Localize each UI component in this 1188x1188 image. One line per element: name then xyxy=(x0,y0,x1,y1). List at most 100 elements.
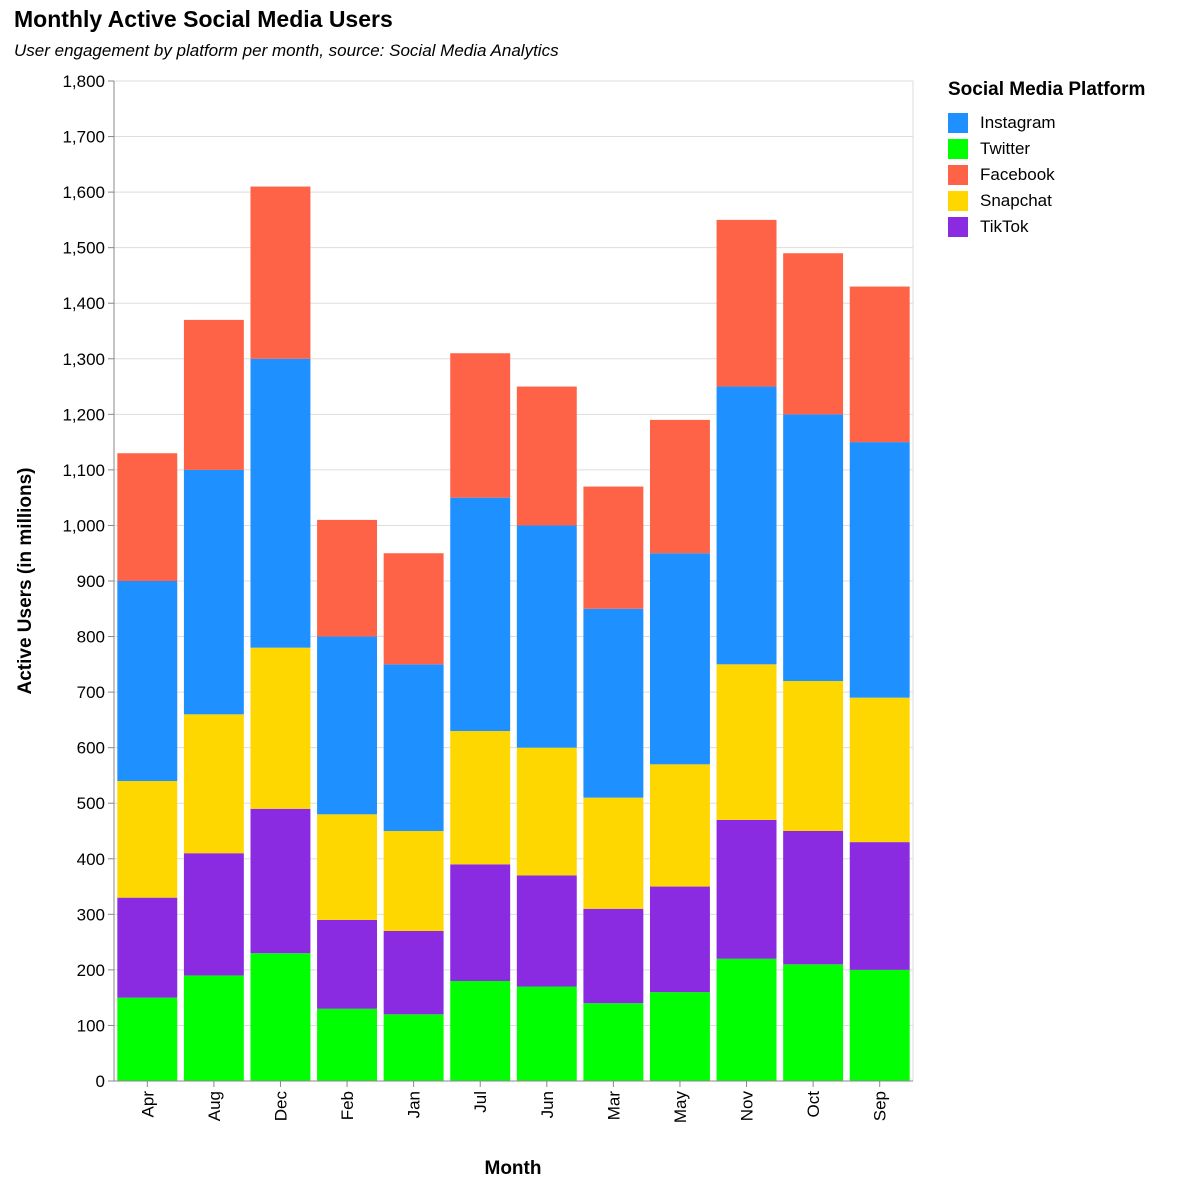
legend-label: TikTok xyxy=(980,217,1029,236)
bar-jun-instagram xyxy=(516,525,577,748)
bar-oct-tiktok xyxy=(783,831,844,965)
y-tick-label: 1,300 xyxy=(62,350,105,369)
x-tick-label: Nov xyxy=(738,1091,757,1122)
bar-may-snapchat xyxy=(649,764,710,887)
bar-mar-twitter xyxy=(583,1003,644,1081)
legend-swatch xyxy=(948,217,968,237)
legend-item-instagram: Instagram xyxy=(948,110,1145,136)
y-tick-label: 200 xyxy=(77,961,105,980)
legend-swatch xyxy=(948,113,968,133)
legend-item-tiktok: TikTok xyxy=(948,214,1145,240)
bar-apr-instagram xyxy=(117,581,178,781)
y-tick-label: 400 xyxy=(77,850,105,869)
bar-oct-instagram xyxy=(783,414,844,681)
y-tick-label: 1,500 xyxy=(62,239,105,258)
x-tick-label: Oct xyxy=(804,1091,823,1118)
bar-feb-facebook xyxy=(317,519,378,637)
bar-feb-tiktok xyxy=(317,919,378,1009)
y-tick-label: 1,100 xyxy=(62,461,105,480)
y-tick-label: 1,800 xyxy=(62,72,105,91)
y-tick-label: 600 xyxy=(77,739,105,758)
x-tick-label: Apr xyxy=(138,1091,157,1118)
bar-dec-facebook xyxy=(250,186,311,359)
legend-swatch xyxy=(948,191,968,211)
y-tick-label: 500 xyxy=(77,794,105,813)
y-tick-label: 700 xyxy=(77,683,105,702)
x-tick-label: Jun xyxy=(538,1091,557,1118)
y-axis-title: Active Users (in millions) xyxy=(15,467,36,694)
bar-mar-snapchat xyxy=(583,797,644,909)
y-tick-label: 800 xyxy=(77,628,105,647)
y-tick-label: 1,400 xyxy=(62,294,105,313)
legend-item-facebook: Facebook xyxy=(948,162,1145,188)
bar-sep-snapchat xyxy=(849,697,910,843)
y-tick-label: 1,000 xyxy=(62,516,105,535)
bar-apr-tiktok xyxy=(117,897,178,998)
legend-item-snapchat: Snapchat xyxy=(948,188,1145,214)
legend-label: Snapchat xyxy=(980,191,1052,210)
bar-sep-twitter xyxy=(849,969,910,1081)
legend-title: Social Media Platform xyxy=(948,79,1146,100)
bar-may-tiktok xyxy=(649,886,710,993)
chart-subtitle: User engagement by platform per month, s… xyxy=(14,41,559,60)
bar-apr-twitter xyxy=(117,997,178,1081)
x-tick-label: May xyxy=(671,1091,690,1124)
bar-jan-snapchat xyxy=(383,831,444,931)
bar-mar-tiktok xyxy=(583,908,644,1004)
x-tick-label: Jul xyxy=(471,1091,490,1113)
x-tick-label: Dec xyxy=(271,1091,290,1122)
bar-feb-twitter xyxy=(317,1008,378,1081)
x-tick-label: Aug xyxy=(205,1091,224,1121)
bar-aug-snapchat xyxy=(183,714,244,854)
bar-jun-snapchat xyxy=(516,747,577,876)
y-tick-label: 1,600 xyxy=(62,183,105,202)
bar-oct-snapchat xyxy=(783,681,844,831)
bar-mar-instagram xyxy=(583,608,644,798)
x-tick-label: Sep xyxy=(871,1091,890,1121)
axes: 0 100 200 300 400 500 600 700 800 900 1,000 1,100 1,… xyxy=(62,72,913,1123)
x-tick-label: Feb xyxy=(338,1091,357,1120)
bar-jul-snapchat xyxy=(450,731,511,865)
y-tick-label: 1,700 xyxy=(62,128,105,147)
bar-aug-tiktok xyxy=(183,853,244,976)
bar-jan-facebook xyxy=(383,553,444,665)
x-tick-label: Jan xyxy=(405,1091,424,1118)
bar-oct-twitter xyxy=(783,964,844,1081)
bar-nov-instagram xyxy=(716,386,777,665)
bar-dec-twitter xyxy=(250,953,311,1081)
bar-aug-instagram xyxy=(183,469,244,715)
y-tick-label: 1,200 xyxy=(62,405,105,424)
bar-may-instagram xyxy=(649,553,710,765)
bar-sep-facebook xyxy=(849,286,910,443)
y-tick-label: 300 xyxy=(77,905,105,924)
bar-dec-snapchat xyxy=(250,647,311,809)
bar-jul-facebook xyxy=(450,353,511,498)
bar-dec-tiktok xyxy=(250,808,311,954)
bar-nov-twitter xyxy=(716,958,777,1081)
x-axis-title: Month xyxy=(485,1158,542,1179)
bar-jun-facebook xyxy=(516,386,577,526)
legend-label: Facebook xyxy=(980,165,1055,184)
legend-item-twitter: Twitter xyxy=(948,136,1145,162)
bar-nov-tiktok xyxy=(716,819,777,959)
legend-label: Instagram xyxy=(980,113,1056,132)
legend-swatch xyxy=(948,165,968,185)
bar-jan-twitter xyxy=(383,1014,444,1081)
bar-aug-facebook xyxy=(183,319,244,470)
x-tick-label: Mar xyxy=(604,1091,623,1121)
legend: Social Media Platform Instagram Twitter Fa… xyxy=(948,79,1145,240)
bar-apr-snapchat xyxy=(117,781,178,898)
bar-feb-snapchat xyxy=(317,814,378,920)
bar-aug-twitter xyxy=(183,975,244,1081)
bar-may-facebook xyxy=(649,419,710,554)
bar-apr-facebook xyxy=(117,453,178,581)
chart-title: Monthly Active Social Media Users xyxy=(14,6,393,32)
bar-jan-tiktok xyxy=(383,931,444,1015)
bar-sep-tiktok xyxy=(849,842,910,970)
bar-dec-instagram xyxy=(250,358,311,648)
bar-oct-facebook xyxy=(783,253,844,415)
y-tick-label: 0 xyxy=(96,1072,105,1091)
y-tick-label: 900 xyxy=(77,572,105,591)
bar-jul-twitter xyxy=(450,981,511,1081)
